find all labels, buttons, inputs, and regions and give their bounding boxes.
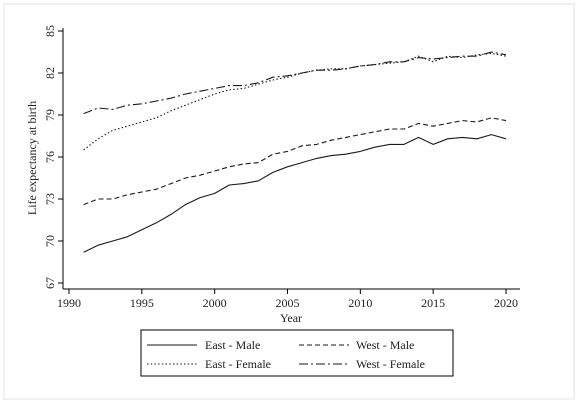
series-line-west-male	[83, 117, 507, 206]
series-line-west-female	[83, 51, 507, 115]
legend: East - Male West - Male East - Female West …	[140, 329, 454, 377]
y-axis-ticks: 67 70 73 76 79 82 85	[43, 25, 63, 289]
y-tick-label: 67	[43, 277, 57, 289]
legend-label: West - Female	[356, 357, 425, 371]
x-tick-label: 2015	[421, 296, 445, 310]
legend-label: East - Female	[205, 357, 271, 371]
x-tick-label: 2005	[276, 296, 300, 310]
x-tick-label: 2010	[348, 296, 372, 310]
series-line-east-male	[83, 134, 507, 253]
x-tick-label: 2000	[203, 296, 227, 310]
legend-box	[140, 329, 454, 377]
y-tick-label: 70	[43, 235, 57, 247]
x-tick-label: 2020	[494, 296, 518, 310]
legend-items: East - Male West - Male East - Female West …	[147, 338, 425, 371]
legend-label: West - Male	[356, 338, 414, 352]
series-line-east-female	[83, 52, 507, 151]
y-tick-label: 76	[43, 151, 57, 163]
x-axis-title: Year	[280, 311, 302, 325]
x-axis-ticks: 1990 1995 2000 2005 2010 2015 2020	[57, 289, 518, 310]
y-tick-label: 85	[43, 25, 57, 37]
x-tick-label: 1990	[57, 296, 81, 310]
y-tick-label: 73	[43, 193, 57, 205]
y-tick-label: 79	[43, 109, 57, 121]
legend-label: East - Male	[205, 338, 260, 352]
y-tick-label: 82	[43, 67, 57, 79]
y-axis-title: Life expectancy at birth	[25, 101, 39, 215]
series-lines	[83, 51, 507, 253]
x-tick-label: 1995	[130, 296, 154, 310]
